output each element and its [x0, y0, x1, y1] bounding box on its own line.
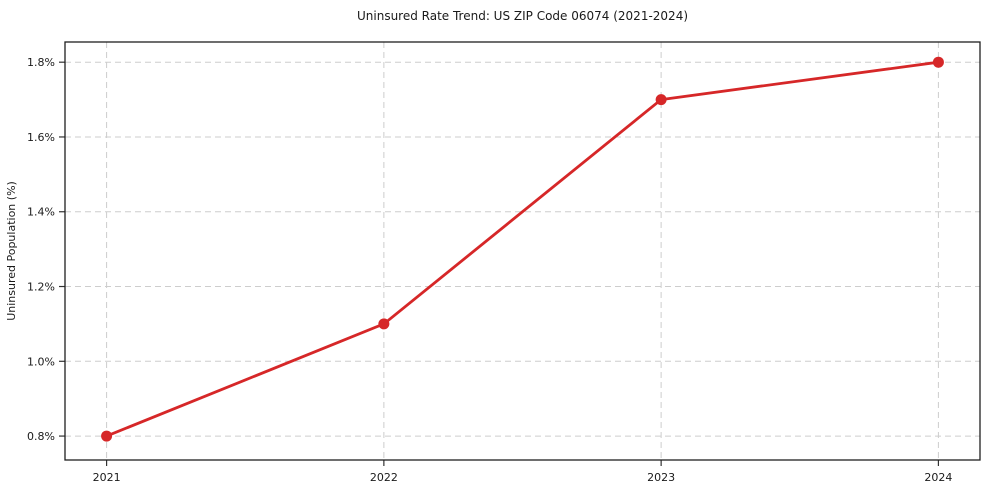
data-point [101, 430, 113, 442]
data-point [655, 94, 667, 106]
y-tick-label: 0.8% [27, 430, 55, 443]
y-tick-label: 1.4% [27, 206, 55, 219]
y-tick-label: 1.8% [27, 56, 55, 69]
y-tick-label: 1.0% [27, 355, 55, 368]
data-series [101, 56, 944, 442]
plot-border [64, 41, 981, 461]
chart-title: Uninsured Rate Trend: US ZIP Code 06074 … [357, 9, 688, 23]
gridlines [65, 42, 980, 460]
y-axis-label: Uninsured Population (%) [5, 181, 18, 321]
axes: 2021 2022 2023 2024 0.8% 1.0% 1.2% 1.4% 1.6% 1.8% [27, 41, 981, 484]
x-tick-label: 2023 [647, 471, 675, 484]
y-tick-label: 1.2% [27, 281, 55, 294]
x-tick-label: 2022 [370, 471, 398, 484]
trend-line [105, 60, 940, 438]
data-point [932, 56, 944, 68]
data-point [378, 318, 390, 330]
x-tick-label: 2021 [93, 471, 121, 484]
y-tick-label: 1.6% [27, 131, 55, 144]
x-tick-label: 2024 [924, 471, 952, 484]
